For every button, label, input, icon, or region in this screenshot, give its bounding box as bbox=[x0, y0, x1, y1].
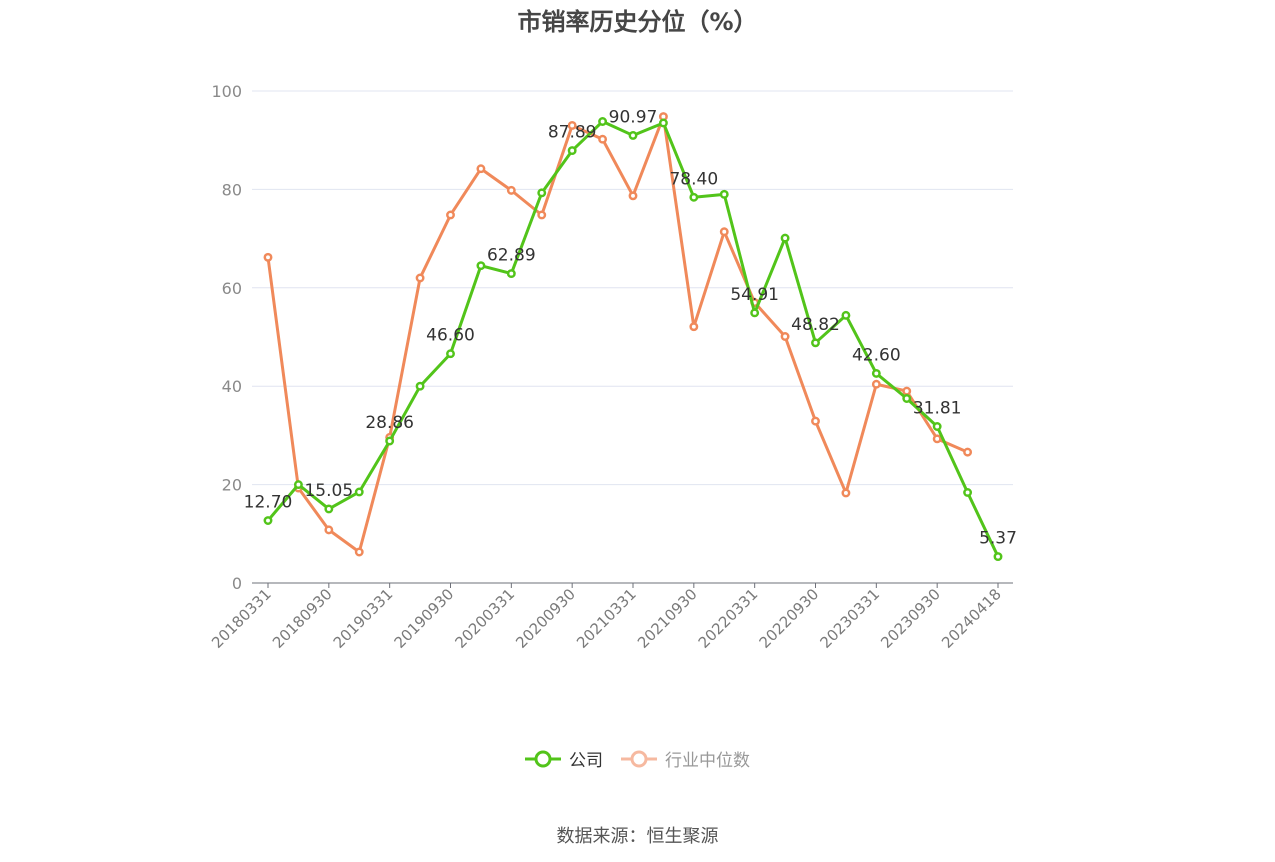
data-point-1 bbox=[841, 488, 851, 498]
data-point-1 bbox=[932, 434, 942, 444]
data-point-0 bbox=[537, 188, 547, 198]
legend-item-company[interactable]: 公司 bbox=[525, 746, 603, 771]
data-point-0 bbox=[658, 118, 668, 128]
data-point-0 bbox=[385, 436, 395, 446]
data-label: 42.60 bbox=[852, 345, 901, 365]
series-line-0 bbox=[266, 120, 1000, 558]
data-label: 46.60 bbox=[426, 326, 475, 346]
x-tick-label: 20200930 bbox=[512, 585, 579, 652]
data-point-1 bbox=[689, 322, 699, 332]
data-point-1 bbox=[719, 227, 729, 237]
data-point-0 bbox=[963, 488, 973, 497]
data-label: 48.82 bbox=[791, 315, 840, 335]
data-point-0 bbox=[750, 308, 760, 318]
legend-company-label: 公司 bbox=[569, 751, 603, 771]
data-label: 87.89 bbox=[548, 123, 597, 143]
data-point-1 bbox=[476, 164, 486, 174]
data-point-1 bbox=[902, 386, 912, 396]
data-point-1 bbox=[446, 210, 455, 220]
x-tick-label: 20230930 bbox=[877, 585, 944, 652]
data-point-1 bbox=[811, 416, 820, 426]
x-tick-label: 20200331 bbox=[451, 585, 518, 652]
y-tick-label: 100 bbox=[211, 82, 242, 101]
x-tick-label: 20210331 bbox=[573, 585, 640, 652]
data-point-1 bbox=[780, 332, 790, 341]
data-point-0 bbox=[719, 189, 729, 199]
data-point-1 bbox=[415, 273, 425, 283]
data-point-0 bbox=[263, 516, 273, 525]
data-point-0 bbox=[598, 117, 608, 126]
data-point-0 bbox=[932, 422, 942, 431]
data-point-0 bbox=[628, 130, 638, 140]
data-label: 62.89 bbox=[487, 246, 536, 266]
data-point-0 bbox=[324, 504, 334, 514]
data-label: 12.70 bbox=[244, 493, 293, 513]
y-tick-label: 40 bbox=[222, 377, 242, 396]
axis-layer: 0 20 40 60 80 100 2018033120180930201903312019… bbox=[208, 82, 1013, 652]
data-point-1 bbox=[263, 252, 273, 262]
data-label-layer: 12.70 15.05 28.86 46.60 62.89 87.89 90.97 78.40… bbox=[244, 107, 1017, 548]
series-layer bbox=[263, 112, 1003, 562]
x-tick-label: 20190930 bbox=[391, 585, 458, 652]
y-tick-label: 80 bbox=[222, 180, 242, 199]
data-point-0 bbox=[841, 310, 851, 320]
data-point-0 bbox=[871, 368, 881, 378]
x-tick-label: 20220331 bbox=[695, 585, 762, 652]
legend-industry-label: 行业中位数 bbox=[665, 751, 750, 771]
data-point-1 bbox=[598, 134, 608, 144]
data-source-note: 数据来源：恒生聚源 bbox=[556, 826, 719, 847]
data-label: 5.37 bbox=[979, 529, 1017, 549]
data-point-1 bbox=[963, 447, 973, 457]
x-tick-label: 20210930 bbox=[634, 585, 701, 652]
data-point-0 bbox=[902, 394, 912, 403]
data-point-0 bbox=[780, 233, 790, 243]
data-point-0 bbox=[446, 349, 455, 359]
data-label: 15.05 bbox=[304, 481, 353, 501]
grid-layer bbox=[252, 90, 1013, 486]
x-tick-label: 20240418 bbox=[938, 585, 1005, 652]
data-point-1 bbox=[567, 120, 577, 130]
data-point-1 bbox=[354, 547, 364, 557]
data-point-1 bbox=[506, 185, 516, 195]
data-point-0 bbox=[689, 192, 699, 202]
x-tick-label: 20190331 bbox=[330, 585, 397, 652]
chart-title: 市销率历史分位（%） bbox=[517, 8, 758, 36]
data-point-1 bbox=[324, 525, 334, 535]
data-point-0 bbox=[354, 487, 364, 497]
y-tick-label: 20 bbox=[222, 476, 242, 495]
data-point-1 bbox=[628, 191, 638, 201]
legend-company-swatch-icon bbox=[525, 750, 561, 767]
legend: 公司 行业中位数 bbox=[0, 746, 1275, 771]
legend-item-industry-median[interactable]: 行业中位数 bbox=[621, 746, 750, 771]
x-tick-label: 20230331 bbox=[816, 585, 883, 652]
data-point-0 bbox=[567, 146, 577, 156]
x-tick-label: 20180331 bbox=[208, 585, 275, 652]
data-point-1 bbox=[537, 210, 547, 220]
data-point-0 bbox=[415, 381, 425, 391]
data-label: 78.40 bbox=[669, 169, 718, 189]
series-line-1 bbox=[266, 115, 969, 554]
data-point-1 bbox=[871, 379, 881, 389]
data-point-0 bbox=[993, 552, 1003, 562]
data-label: 31.81 bbox=[913, 398, 962, 418]
data-point-0 bbox=[506, 269, 516, 279]
x-tick-label: 20220930 bbox=[756, 585, 823, 652]
data-point-0 bbox=[811, 338, 820, 348]
y-tick-label: 0 bbox=[232, 574, 242, 593]
legend-industry-swatch-icon bbox=[621, 750, 657, 767]
data-label: 54.91 bbox=[730, 285, 779, 305]
data-label: 90.97 bbox=[609, 107, 658, 127]
data-label: 28.86 bbox=[365, 413, 414, 433]
data-point-0 bbox=[476, 261, 486, 271]
data-point-0 bbox=[293, 480, 303, 490]
y-tick-label: 60 bbox=[222, 279, 242, 298]
x-tick-label: 20180930 bbox=[269, 585, 336, 652]
